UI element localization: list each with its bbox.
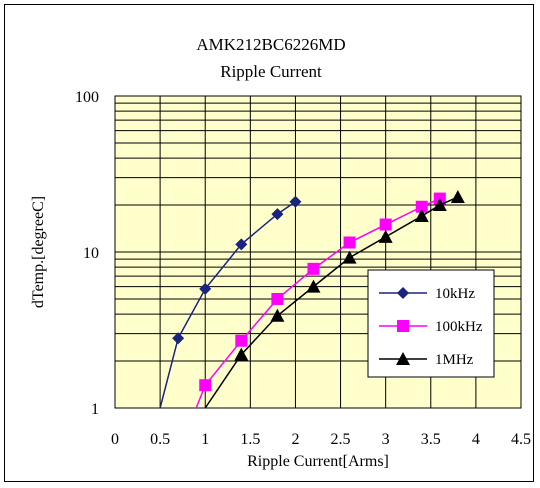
y-tick-label: 1 <box>91 401 99 418</box>
data-point <box>343 236 356 249</box>
data-point <box>271 292 284 305</box>
x-tick-label: 0 <box>111 431 119 448</box>
x-tick-label: 4.5 <box>511 431 531 448</box>
x-tick-label: 0.5 <box>150 431 170 448</box>
legend-marker <box>397 320 409 332</box>
data-point <box>235 238 248 251</box>
data-point <box>271 208 284 221</box>
legend-label: 10kHz <box>435 286 475 302</box>
data-point <box>289 195 302 208</box>
legend: 10kHz 100kHz 1MHz <box>367 269 495 378</box>
data-point <box>199 282 212 295</box>
series-100kHz <box>195 192 446 409</box>
data-point <box>199 379 212 392</box>
legend-marker <box>397 287 409 299</box>
x-tick-label: 3.5 <box>421 431 441 448</box>
data-point <box>235 334 248 347</box>
data-point <box>270 308 285 322</box>
y-tick-label: 10 <box>83 245 99 262</box>
x-tick-label: 1 <box>201 431 209 448</box>
x-tick-label: 2 <box>291 431 299 448</box>
data-point <box>432 198 447 212</box>
series-1MHz <box>204 190 465 409</box>
data-point <box>415 200 428 213</box>
data-point <box>307 262 320 275</box>
data-point <box>378 229 393 243</box>
legend-marker <box>396 352 410 365</box>
y-tick-label: 100 <box>75 89 99 106</box>
data-point <box>342 250 357 264</box>
data-point <box>414 209 429 223</box>
chart-title: AMK212BC6226MD <box>196 35 345 54</box>
series-10kHz <box>159 195 302 409</box>
x-tick-label: 1.5 <box>240 431 260 448</box>
data-point <box>450 190 465 204</box>
x-tick-label: 3 <box>382 431 390 448</box>
chart-frame: AMK212BC6226MD Ripple Current 0 0.5 1 1.5 2 2… <box>4 4 534 482</box>
data-point <box>172 332 185 345</box>
y-tick-labels: 1 10 100 <box>75 89 99 418</box>
series-layer <box>159 190 465 409</box>
x-tick-label: 2.5 <box>331 431 351 448</box>
x-axis-label: Ripple Current[Arms] <box>247 453 389 470</box>
legend-label: 100kHz <box>435 319 483 335</box>
data-point <box>379 218 392 231</box>
data-point <box>306 279 321 293</box>
chart-subtitle: Ripple Current <box>220 62 322 81</box>
data-point <box>234 347 249 361</box>
x-tick-labels: 0 0.5 1 1.5 2 2.5 3 3.5 4 4.5 <box>111 431 531 448</box>
y-axis-label: dTemp.[degreeC] <box>30 196 47 308</box>
legend-label: 1MHz <box>435 352 474 368</box>
chart-svg: AMK212BC6226MD Ripple Current 0 0.5 1 1.5 2 2… <box>30 35 531 470</box>
x-tick-label: 4 <box>472 431 480 448</box>
